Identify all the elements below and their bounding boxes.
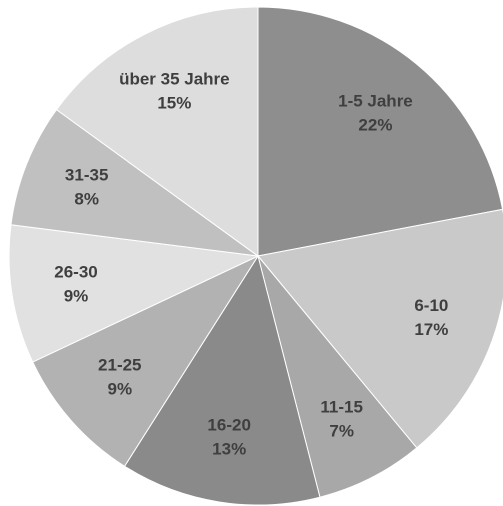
pie-slice: [257, 6, 503, 257]
pie-slice: [8, 224, 260, 363]
slice-category-label: 6-10: [414, 296, 448, 315]
slice-category-label: 16-20: [207, 415, 250, 434]
slice-category-label: 26-30: [54, 262, 97, 281]
pie-slice: [55, 6, 259, 257]
slice-category-label: über 35 Jahre: [119, 69, 230, 88]
pie-slice: [123, 254, 321, 506]
slice-category-label: 11-15: [320, 398, 363, 417]
slice-category-label: 21-25: [98, 355, 141, 374]
slice-value-label: 15%: [157, 93, 191, 112]
slice-category-label: 1-5 Jahre: [338, 92, 413, 111]
slice-value-label: 7%: [329, 422, 354, 441]
slice-category-label: 31-35: [65, 166, 108, 185]
pie-slice: [257, 208, 503, 449]
pie-slice: [10, 108, 259, 257]
slice-value-label: 13%: [212, 439, 246, 458]
pie-slice: [257, 255, 418, 498]
slice-value-label: 8%: [74, 190, 99, 209]
slice-value-label: 17%: [414, 320, 448, 339]
slice-value-label: 9%: [64, 286, 89, 305]
slice-value-label: 22%: [358, 116, 392, 135]
slice-value-label: 9%: [107, 379, 132, 398]
pie-slice: [32, 254, 260, 467]
